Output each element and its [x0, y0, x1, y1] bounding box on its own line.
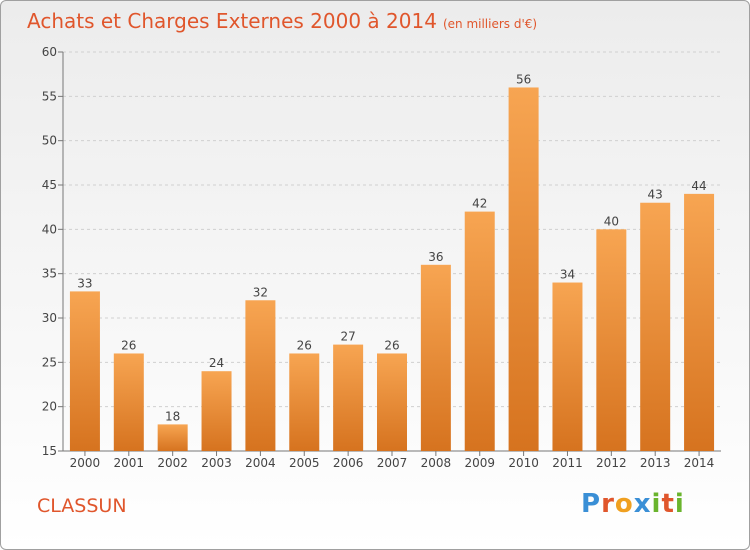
x-tick-label: 2014: [684, 456, 715, 470]
x-tick-label: 2002: [157, 456, 188, 470]
bar-value-label: 34: [560, 268, 575, 282]
x-tick-label: 2000: [70, 456, 101, 470]
bar: [596, 229, 627, 451]
y-tick-label: 15: [42, 444, 57, 458]
bar-value-label: 33: [77, 276, 92, 290]
bar: [289, 353, 320, 451]
bar: [464, 211, 495, 451]
bar: [508, 87, 539, 451]
bar: [552, 282, 583, 451]
logo-letter: P: [581, 489, 602, 519]
bar: [333, 344, 364, 451]
bar: [69, 291, 100, 451]
bar: [201, 371, 232, 451]
proxiti-logo: Proxiti: [581, 489, 685, 519]
bar-value-label: 43: [648, 188, 663, 202]
x-tick-label: 2010: [508, 456, 539, 470]
y-tick-label: 25: [42, 355, 57, 369]
bar: [684, 193, 715, 451]
y-tick-label: 60: [42, 45, 57, 59]
y-tick-label: 30: [42, 311, 57, 325]
bars: [69, 87, 715, 451]
bar-value-label: 44: [691, 179, 706, 193]
y-tick-label: 45: [42, 178, 57, 192]
x-tick-label: 2007: [377, 456, 408, 470]
bar-value-label: 26: [297, 338, 312, 352]
y-tick-label: 35: [42, 267, 57, 281]
x-tick-label: 2011: [552, 456, 583, 470]
title-unit: (en milliers d'€): [442, 17, 538, 31]
bar: [377, 353, 407, 451]
logo-letter: i: [674, 489, 685, 519]
y-tick-label: 50: [42, 134, 57, 148]
x-tick-label: 2008: [421, 456, 452, 470]
x-tick-label: 2013: [640, 456, 671, 470]
x-tick-label: 2004: [245, 456, 276, 470]
bar-value-label: 27: [340, 330, 355, 344]
logo-letter: r: [601, 489, 615, 519]
bar-value-label: 36: [428, 250, 443, 264]
bar-value-label: 18: [165, 409, 180, 423]
logo-letter: o: [614, 489, 634, 519]
logo-letter: i: [651, 489, 662, 519]
bar-value-label: 42: [472, 197, 487, 211]
chart-title: Achats et Charges Externes 2000 à 2014 (e…: [27, 9, 537, 33]
logo-letter: t: [661, 489, 675, 519]
x-tick-label: 2005: [289, 456, 320, 470]
bar-value-label: 26: [384, 338, 399, 352]
x-tick-label: 2009: [464, 456, 495, 470]
x-tick-label: 2006: [333, 456, 364, 470]
bar-value-label: 32: [253, 285, 268, 299]
y-tick-label: 55: [42, 89, 57, 103]
logo-letter: x: [633, 489, 652, 519]
bar: [640, 202, 671, 451]
bar: [157, 424, 188, 451]
x-tick-label: 2001: [114, 456, 145, 470]
x-tick-label: 2003: [201, 456, 232, 470]
bar-value-label: 56: [516, 72, 531, 86]
y-tick-label: 40: [42, 222, 57, 236]
bar: [420, 264, 451, 451]
y-tick-label: 20: [42, 400, 57, 414]
bar-value-label: 24: [209, 356, 224, 370]
labels: 15 20 25 30 35 40 45 50 55 60 33 2000 26 2001 18 2002 24…: [42, 45, 715, 470]
bar: [113, 353, 144, 451]
bar-value-label: 26: [121, 338, 136, 352]
bar-value-label: 40: [604, 214, 619, 228]
title-text: Achats et Charges Externes 2000 à 2014: [27, 9, 437, 33]
bar: [245, 300, 276, 451]
commune-name: CLASSUN: [37, 495, 127, 517]
x-tick-label: 2012: [596, 456, 627, 470]
